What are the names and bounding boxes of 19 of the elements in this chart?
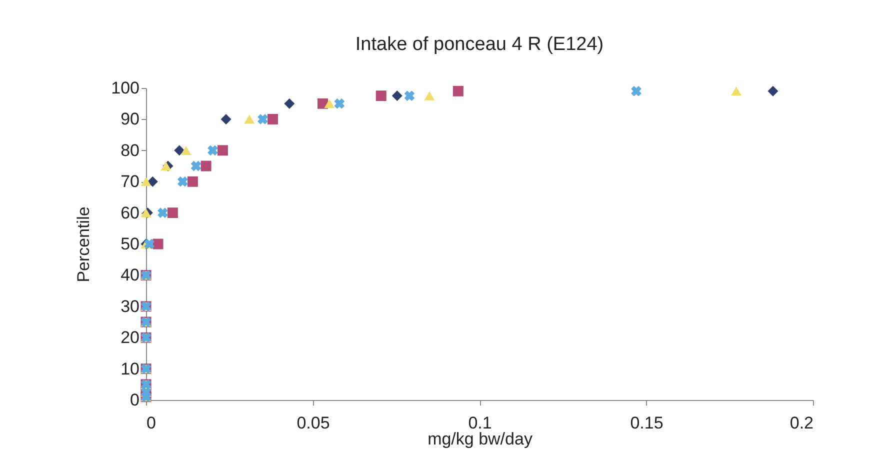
y-tick-label: 0 <box>130 390 140 410</box>
y-tick-label: 60 <box>120 203 140 222</box>
y-tick-label: 30 <box>120 296 140 316</box>
y-tick-label: 50 <box>120 234 140 254</box>
x-tick-label: 0.1 <box>468 414 492 432</box>
x-axis-title: mg/kg bw/day <box>428 430 533 448</box>
chart-title: Intake of ponceau 4 R (E124) <box>355 34 604 55</box>
y-tick-label: 100 <box>111 78 140 98</box>
y-tick-label: 70 <box>120 172 140 192</box>
y-tick-label: 10 <box>120 359 140 378</box>
x-tick-label: 0.15 <box>630 414 664 432</box>
y-tick-label: 80 <box>120 140 140 160</box>
x-tick-label: 0.2 <box>790 414 814 432</box>
y-axis-title: Percentile <box>74 206 94 282</box>
y-tick-label: 40 <box>120 266 140 285</box>
x-tick-label: 0.05 <box>296 414 330 432</box>
y-tick-label: 20 <box>120 328 140 348</box>
x-tick-label: 0 <box>146 414 156 432</box>
y-tick-label: 90 <box>120 110 140 129</box>
